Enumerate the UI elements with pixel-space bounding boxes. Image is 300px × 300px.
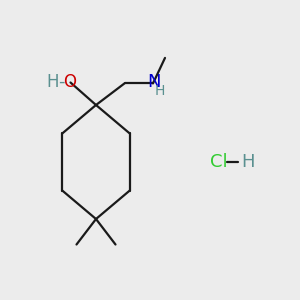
Text: H: H [242, 153, 255, 171]
Text: H: H [154, 84, 165, 98]
Text: -: - [58, 73, 64, 91]
Text: O: O [63, 73, 76, 91]
Text: H: H [46, 73, 59, 91]
Text: Cl: Cl [210, 153, 228, 171]
Text: N: N [147, 73, 161, 91]
